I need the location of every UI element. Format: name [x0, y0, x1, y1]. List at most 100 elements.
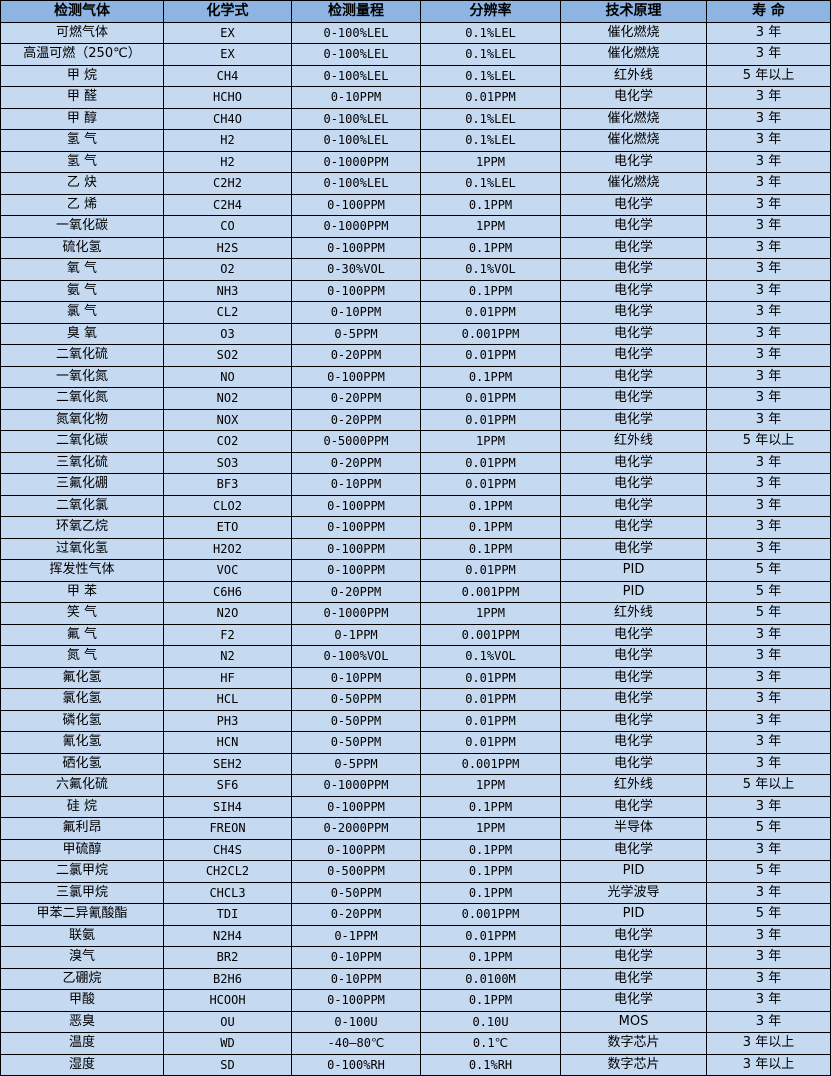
- cell-formula: TDI: [163, 903, 292, 926]
- cell-resolution: 0.01PPM: [420, 473, 561, 496]
- cell-gas-name: 恶臭: [0, 1010, 164, 1033]
- cell-formula: WD: [163, 1032, 292, 1055]
- cell-principle: 光学波导: [560, 881, 707, 904]
- cell-principle: 红外线: [560, 774, 707, 797]
- cell-formula: FREON: [163, 817, 292, 840]
- cell-range: 0-100%LEL: [291, 21, 421, 44]
- cell-range: 0-100PPM: [291, 537, 421, 560]
- column-header-range: 检测量程: [291, 0, 421, 23]
- cell-resolution: 0.1PPM: [420, 516, 561, 539]
- table-row: 二氧化氯 CLO2 0-100PPM 0.1PPM 电化学 3 年: [0, 494, 831, 517]
- cell-lifespan: 5 年以上: [706, 64, 831, 87]
- cell-principle: 红外线: [560, 64, 707, 87]
- cell-lifespan: 3 年: [706, 172, 831, 195]
- cell-lifespan: 3 年: [706, 709, 831, 732]
- cell-lifespan: 3 年: [706, 258, 831, 281]
- cell-range: 0-20PPM: [291, 344, 421, 367]
- cell-range: 0-1000PPM: [291, 215, 421, 238]
- cell-gas-name: 二氧化氮: [0, 387, 164, 410]
- cell-principle: 电化学: [560, 344, 707, 367]
- cell-lifespan: 3 年: [706, 129, 831, 152]
- cell-principle: MOS: [560, 1010, 707, 1033]
- cell-lifespan: 3 年: [706, 946, 831, 969]
- cell-formula: CH4S: [163, 838, 292, 861]
- cell-resolution: 0.1PPM: [420, 494, 561, 517]
- cell-resolution: 0.1PPM: [420, 236, 561, 259]
- cell-lifespan: 3 年: [706, 516, 831, 539]
- cell-resolution: 0.1%LEL: [420, 172, 561, 195]
- cell-principle: 红外线: [560, 430, 707, 453]
- cell-resolution: 0.1PPM: [420, 838, 561, 861]
- cell-principle: 电化学: [560, 236, 707, 259]
- cell-gas-name: 氧 气: [0, 258, 164, 281]
- cell-range: 0-100PPM: [291, 494, 421, 517]
- cell-formula: NOX: [163, 408, 292, 431]
- table-row: 溴气 BR2 0-10PPM 0.1PPM 电化学 3 年: [0, 946, 831, 969]
- cell-formula: SEH2: [163, 752, 292, 775]
- cell-gas-name: 氮 气: [0, 645, 164, 668]
- cell-formula: C2H2: [163, 172, 292, 195]
- cell-formula: CH4O: [163, 107, 292, 130]
- cell-range: 0-100%LEL: [291, 43, 421, 66]
- cell-formula: N2: [163, 645, 292, 668]
- cell-principle: 电化学: [560, 709, 707, 732]
- table-row: 高温可燃（250℃） EX 0-100%LEL 0.1%LEL 催化燃烧 3 年: [0, 43, 831, 66]
- cell-range: 0-10PPM: [291, 86, 421, 109]
- cell-resolution: 0.001PPM: [420, 580, 561, 603]
- cell-resolution: 0.001PPM: [420, 322, 561, 345]
- cell-gas-name: 乙 烯: [0, 193, 164, 216]
- cell-gas-name: 硒化氢: [0, 752, 164, 775]
- table-row: 乙 烯 C2H4 0-100PPM 0.1PPM 电化学 3 年: [0, 193, 831, 216]
- cell-range: 0-100PPM: [291, 838, 421, 861]
- cell-lifespan: 5 年: [706, 559, 831, 582]
- cell-formula: H2O2: [163, 537, 292, 560]
- cell-range: -40—80℃: [291, 1032, 421, 1055]
- cell-lifespan: 3 年: [706, 494, 831, 517]
- cell-resolution: 0.01PPM: [420, 387, 561, 410]
- cell-range: 0-30%VOL: [291, 258, 421, 281]
- cell-range: 0-10PPM: [291, 946, 421, 969]
- cell-resolution: 0.1PPM: [420, 193, 561, 216]
- table-row: 三氯甲烷 CHCL3 0-50PPM 0.1PPM 光学波导 3 年: [0, 881, 831, 904]
- cell-resolution: 0.1PPM: [420, 537, 561, 560]
- cell-gas-name: 三氟化硼: [0, 473, 164, 496]
- cell-gas-name: 二氯甲烷: [0, 860, 164, 883]
- table-row: 氟化氢 HF 0-10PPM 0.01PPM 电化学 3 年: [0, 666, 831, 689]
- cell-gas-name: 可燃气体: [0, 21, 164, 44]
- cell-lifespan: 5 年: [706, 860, 831, 883]
- cell-lifespan: 3 年: [706, 1010, 831, 1033]
- cell-principle: 电化学: [560, 516, 707, 539]
- cell-range: 0-100%VOL: [291, 645, 421, 668]
- cell-resolution: 0.1PPM: [420, 860, 561, 883]
- table-row: 乙 炔 C2H2 0-100%LEL 0.1%LEL 催化燃烧 3 年: [0, 172, 831, 195]
- cell-gas-name: 过氧化氢: [0, 537, 164, 560]
- cell-principle: 催化燃烧: [560, 172, 707, 195]
- column-header-gas-name: 检测气体: [0, 0, 164, 23]
- cell-gas-name: 六氟化硫: [0, 774, 164, 797]
- table-row: 二氧化硫 SO2 0-20PPM 0.01PPM 电化学 3 年: [0, 344, 831, 367]
- cell-principle: 催化燃烧: [560, 21, 707, 44]
- table-row: 三氧化硫 SO3 0-20PPM 0.01PPM 电化学 3 年: [0, 451, 831, 474]
- cell-formula: SF6: [163, 774, 292, 797]
- cell-gas-name: 甲 苯: [0, 580, 164, 603]
- cell-principle: 电化学: [560, 494, 707, 517]
- cell-formula: BR2: [163, 946, 292, 969]
- cell-range: 0-100%RH: [291, 1053, 421, 1076]
- cell-resolution: 0.1%LEL: [420, 43, 561, 66]
- cell-lifespan: 3 年: [706, 989, 831, 1012]
- cell-lifespan: 5 年: [706, 602, 831, 625]
- cell-range: 0-100PPM: [291, 989, 421, 1012]
- cell-lifespan: 3 年: [706, 236, 831, 259]
- cell-lifespan: 3 年: [706, 623, 831, 646]
- cell-resolution: 0.01PPM: [420, 666, 561, 689]
- cell-principle: 半导体: [560, 817, 707, 840]
- cell-resolution: 0.1PPM: [420, 365, 561, 388]
- cell-principle: 电化学: [560, 150, 707, 173]
- table-row: 臭 氧 O3 0-5PPM 0.001PPM 电化学 3 年: [0, 322, 831, 345]
- table-row: 环氧乙烷 ETO 0-100PPM 0.1PPM 电化学 3 年: [0, 516, 831, 539]
- cell-lifespan: 3 年: [706, 193, 831, 216]
- cell-formula: VOC: [163, 559, 292, 582]
- cell-formula: F2: [163, 623, 292, 646]
- table-row: 联氨 N2H4 0-1PPM 0.01PPM 电化学 3 年: [0, 924, 831, 947]
- table-row: 硫化氢 H2S 0-100PPM 0.1PPM 电化学 3 年: [0, 236, 831, 259]
